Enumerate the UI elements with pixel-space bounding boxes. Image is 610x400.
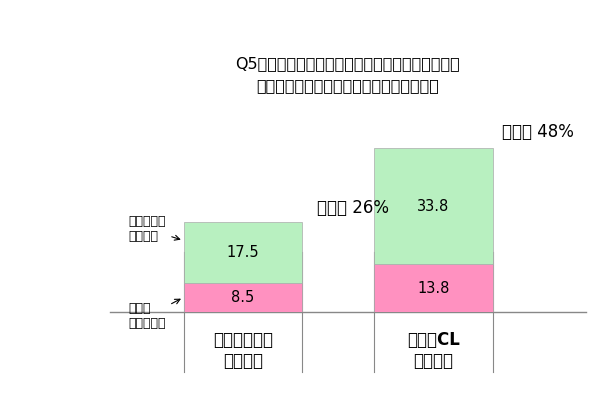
Text: 33.8: 33.8 [417, 199, 450, 214]
Text: 詳しく
知っている: 詳しく 知っている [129, 299, 180, 330]
Text: 8.5: 8.5 [231, 290, 254, 305]
Bar [374, 264, 493, 312]
Bar [184, 283, 303, 312]
Text: 聴いたこと
があった: 聴いたこと があった [129, 215, 180, 243]
Bar [374, 148, 493, 264]
Text: として薬事法の規制対象となったことを、: として薬事法の規制対象となったことを、 [256, 78, 439, 93]
Text: Q5「おしゃれカラコン」も「高度管理医療機器」: Q5「おしゃれカラコン」も「高度管理医療機器」 [235, 56, 460, 71]
Text: 認知計 48%: 認知計 48% [503, 123, 574, 141]
Text: 13.8: 13.8 [417, 281, 450, 296]
Text: 17.5: 17.5 [227, 245, 259, 260]
Bar [184, 222, 303, 283]
Text: 認知計 26%: 認知計 26% [317, 199, 389, 217]
